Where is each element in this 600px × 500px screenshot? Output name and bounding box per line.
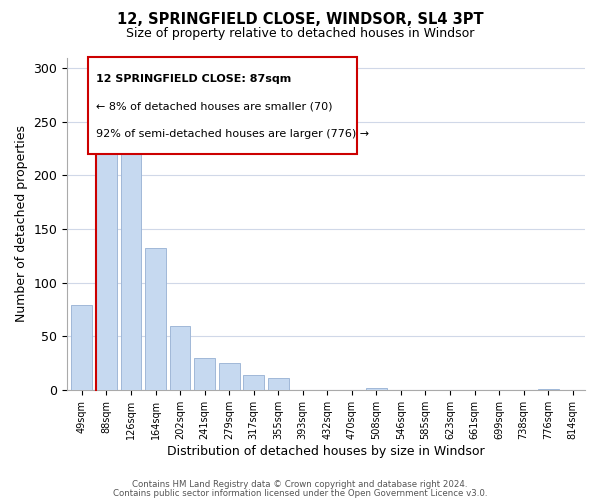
Text: 92% of semi-detached houses are larger (776) →: 92% of semi-detached houses are larger (…	[95, 129, 369, 139]
Text: 12, SPRINGFIELD CLOSE, WINDSOR, SL4 3PT: 12, SPRINGFIELD CLOSE, WINDSOR, SL4 3PT	[116, 12, 484, 28]
Bar	[268, 378, 289, 390]
Bar	[219, 363, 239, 390]
Bar	[145, 248, 166, 390]
Text: Size of property relative to detached houses in Windsor: Size of property relative to detached ho…	[126, 28, 474, 40]
Bar	[170, 326, 190, 390]
Bar	[96, 120, 117, 390]
X-axis label: Distribution of detached houses by size in Windsor: Distribution of detached houses by size …	[167, 444, 485, 458]
Bar	[538, 389, 559, 390]
Y-axis label: Number of detached properties: Number of detached properties	[15, 125, 28, 322]
Bar	[121, 126, 142, 390]
Text: Contains public sector information licensed under the Open Government Licence v3: Contains public sector information licen…	[113, 488, 487, 498]
Text: ← 8% of detached houses are smaller (70): ← 8% of detached houses are smaller (70)	[95, 102, 332, 112]
Bar	[88, 58, 357, 154]
Bar	[194, 358, 215, 390]
Text: Contains HM Land Registry data © Crown copyright and database right 2024.: Contains HM Land Registry data © Crown c…	[132, 480, 468, 489]
Bar	[71, 305, 92, 390]
Text: 12 SPRINGFIELD CLOSE: 87sqm: 12 SPRINGFIELD CLOSE: 87sqm	[95, 74, 291, 84]
Bar	[366, 388, 387, 390]
Bar	[243, 375, 264, 390]
